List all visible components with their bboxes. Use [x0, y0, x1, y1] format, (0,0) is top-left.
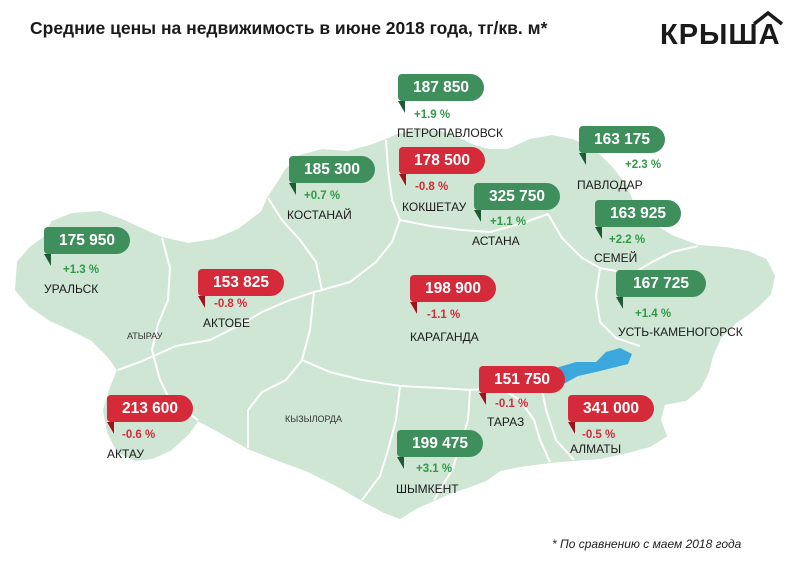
- city-label-petropavlovsk: ПЕТРОПАВЛОВСК: [397, 126, 504, 140]
- price-value: 178 500: [413, 151, 471, 169]
- logo: КРЫША: [660, 19, 781, 51]
- price-value: 341 000: [582, 399, 640, 417]
- tag-pin-icon: [399, 174, 406, 186]
- price-tag-karaganda: 198 900: [410, 275, 496, 314]
- price-change-aktau: -0.6 %: [122, 429, 156, 441]
- price-tag-uralsk: 175 950: [44, 227, 130, 266]
- city-label-semey: СЕМЕЙ: [594, 251, 638, 265]
- tag-pin-icon: [44, 254, 51, 266]
- city-label-aktobe: АКТОБЕ: [203, 316, 250, 330]
- price-change-kokshetau: -0.8 %: [415, 181, 449, 193]
- price-tag-pavlodar: 163 175: [579, 126, 665, 165]
- price-tag-semey: 163 925: [595, 200, 681, 239]
- area-label-atyrau: АТЫРАУ: [127, 331, 163, 341]
- price-change-uralsk: +1.3 %: [63, 264, 100, 276]
- price-value: 167 725: [632, 274, 690, 292]
- price-value: 151 750: [493, 370, 551, 388]
- price-tag-taraz: 151 750: [479, 366, 565, 405]
- logo-roof-icon: [752, 10, 784, 26]
- tag-pin-icon: [198, 296, 205, 308]
- region-borders: [117, 139, 699, 501]
- price-change-aktobe: -0.8 %: [214, 298, 248, 310]
- city-label-aktau: АКТАУ: [107, 447, 145, 461]
- city-label-almaty: АЛМАТЫ: [570, 442, 622, 456]
- price-value: 198 900: [424, 279, 482, 297]
- price-tag-kokshetau: 178 500: [399, 147, 485, 186]
- price-value: 325 750: [488, 187, 546, 205]
- area-label-kyzylorda: КЫЗЫЛОРДА: [285, 414, 343, 424]
- price-tag-astana: 325 750: [474, 183, 560, 222]
- tag-pin-icon: [579, 153, 586, 165]
- price-change-astana: +1.1 %: [490, 216, 527, 228]
- price-value: 185 300: [303, 160, 361, 178]
- price-tag-ust-kamenogorsk: 167 725: [616, 270, 706, 309]
- price-tag-aktau: 213 600: [107, 395, 193, 434]
- city-label-kokshetau: КОКШЕТАУ: [402, 200, 467, 214]
- city-label-astana: АСТАНА: [472, 234, 520, 248]
- city-label-ust-kamenogorsk: УСТЬ-КАМЕНОГОРСК: [618, 325, 743, 339]
- price-value: 187 850: [412, 78, 470, 96]
- page-title: Средние цены на недвижимость в июне 2018…: [30, 18, 548, 38]
- price-value: 163 925: [609, 204, 667, 222]
- price-value: 153 825: [212, 273, 270, 291]
- price-value: 213 600: [121, 399, 179, 417]
- tag-pin-icon: [474, 210, 481, 222]
- tag-pin-icon: [107, 422, 114, 434]
- city-label-shymkent: ШЫМКЕНТ: [396, 482, 459, 496]
- city-label-pavlodar: ПАВЛОДАР: [577, 178, 643, 192]
- city-label-kostanay: КОСТАНАЙ: [287, 208, 352, 222]
- price-change-kostanay: +0.7 %: [304, 190, 341, 202]
- price-tag-aktobe: 153 825: [198, 269, 284, 308]
- price-value: 199 475: [411, 434, 469, 452]
- tag-pin-icon: [398, 101, 405, 113]
- price-tag-almaty: 341 000: [568, 395, 654, 434]
- tag-pin-icon: [289, 183, 296, 195]
- footnote: * По сравнению с маем 2018 года: [552, 537, 742, 551]
- city-label-uralsk: УРАЛЬСК: [44, 282, 99, 296]
- tag-pin-icon: [568, 422, 575, 434]
- price-change-ust-kamenogorsk: +1.4 %: [635, 308, 672, 320]
- price-change-semey: +2.2 %: [609, 234, 646, 246]
- price-change-almaty: -0.5 %: [582, 429, 616, 441]
- price-tag-shymkent: 199 475: [397, 430, 483, 469]
- city-label-karaganda: КАРАГАНДА: [410, 330, 479, 344]
- price-change-pavlodar: +2.3 %: [625, 159, 662, 171]
- price-change-petropavlovsk: +1.9 %: [414, 109, 451, 121]
- price-value: 163 175: [593, 130, 651, 148]
- price-change-taraz: -0.1 %: [495, 398, 529, 410]
- tag-pin-icon: [595, 227, 602, 239]
- price-tag-kostanay: 185 300: [289, 156, 375, 195]
- price-tag-petropavlovsk: 187 850: [398, 74, 484, 113]
- tag-pin-icon: [479, 393, 486, 405]
- price-change-shymkent: +3.1 %: [416, 463, 453, 475]
- price-value: 175 950: [58, 231, 116, 249]
- price-change-karaganda: -1.1 %: [427, 309, 461, 321]
- tag-pin-icon: [616, 297, 623, 309]
- city-label-taraz: ТАРАЗ: [487, 415, 525, 429]
- tag-pin-icon: [397, 457, 404, 469]
- tag-pin-icon: [410, 302, 417, 314]
